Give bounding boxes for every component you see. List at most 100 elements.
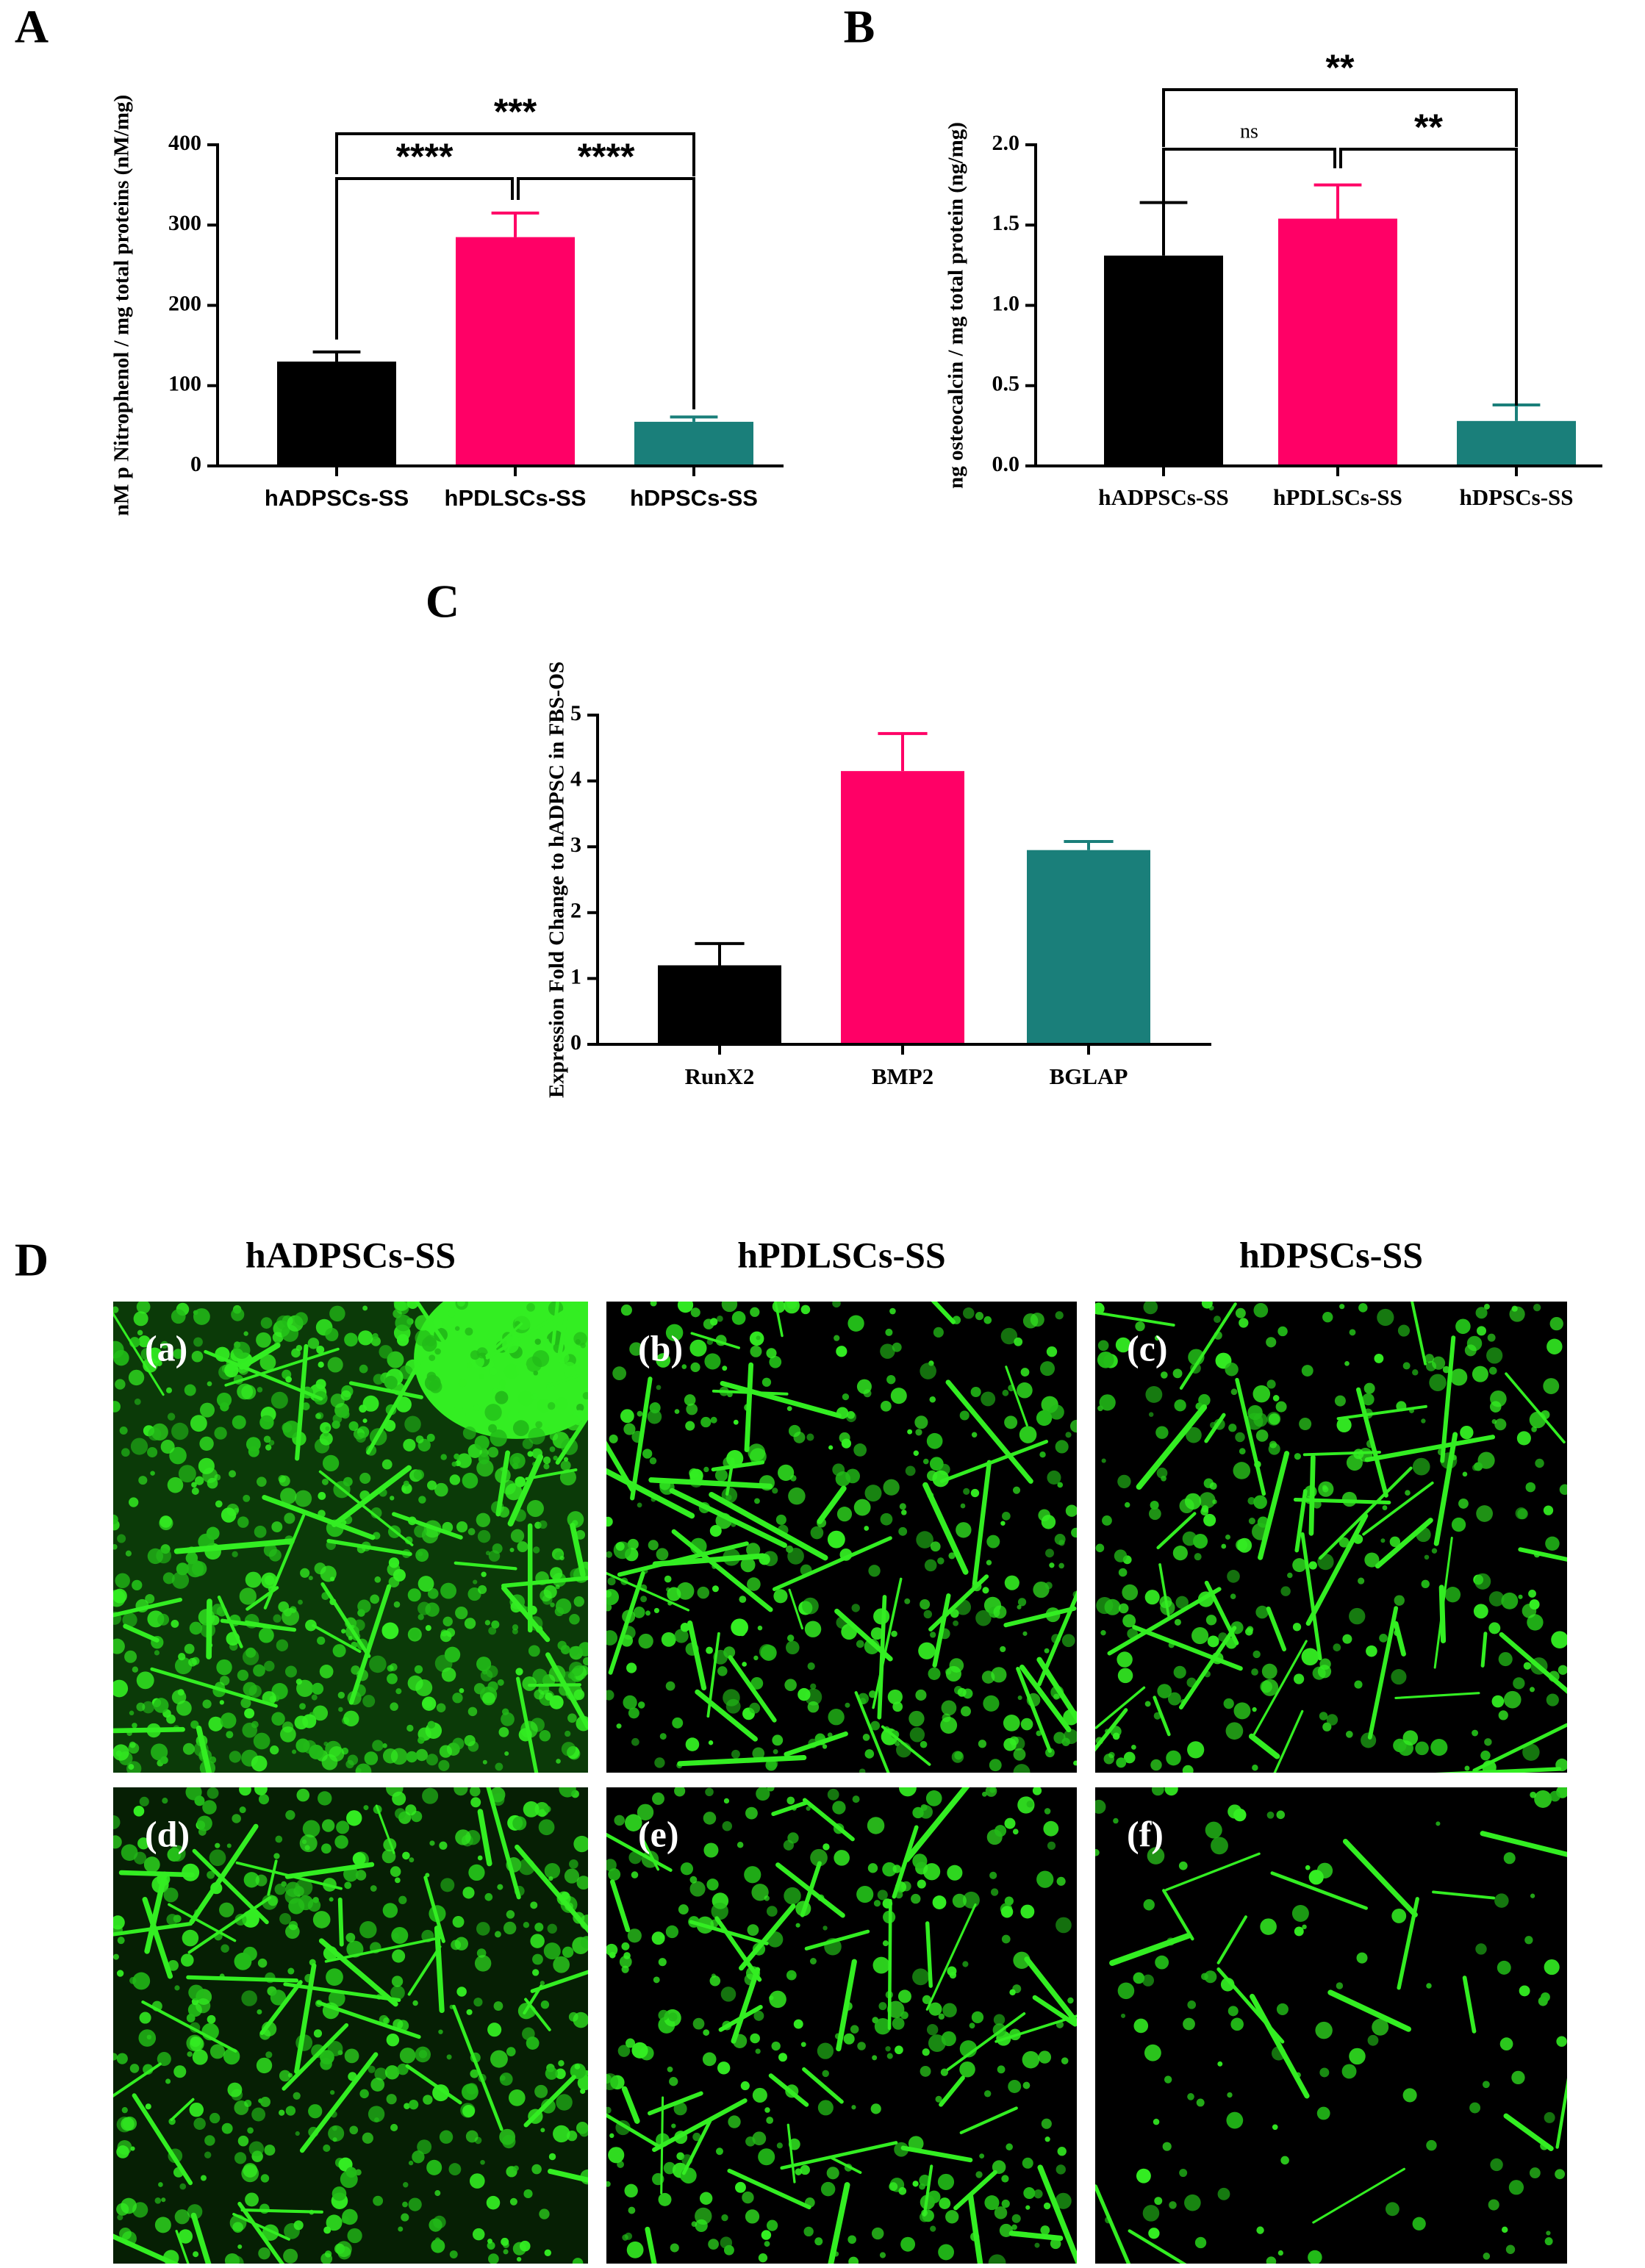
cell: [462, 1472, 479, 1489]
cell: [1001, 1512, 1011, 1521]
cell-process: [556, 1302, 571, 1360]
cell: [248, 1446, 259, 1457]
cell: [1272, 2124, 1278, 2131]
cell: [354, 1619, 365, 1631]
cell: [1239, 1318, 1249, 1328]
cell: [1345, 1730, 1353, 1738]
cell: [1277, 1326, 1288, 1337]
cell: [631, 2042, 648, 2059]
cell: [872, 1956, 890, 1974]
cell: [621, 1942, 630, 1951]
cell: [482, 1692, 495, 1706]
cell-process: [1156, 1512, 1197, 1550]
cell: [1056, 2164, 1066, 2175]
cell: [674, 1787, 686, 1797]
cell: [856, 1640, 864, 1648]
cell: [1118, 1568, 1128, 1577]
cell: [220, 1402, 229, 1412]
cell: [1130, 1744, 1136, 1750]
cell: [1451, 1517, 1466, 1532]
cell: [1020, 1904, 1035, 1919]
cell: [1022, 2050, 1040, 2069]
cell: [1011, 2224, 1017, 2231]
cell: [530, 1901, 538, 1909]
cell: [226, 1843, 232, 1848]
cell: [692, 2132, 701, 2142]
cell: [468, 1864, 485, 1881]
cell-process: [804, 1929, 870, 1951]
cell: [282, 1607, 300, 1626]
cell: [911, 1893, 921, 1904]
cell: [239, 1806, 246, 1814]
cell: [395, 1808, 406, 1820]
cell: [296, 1788, 310, 1802]
cell: [294, 1312, 308, 1326]
cell: [1464, 1765, 1470, 1771]
cell-process: [1440, 1335, 1456, 1463]
cell: [1228, 1804, 1242, 1819]
cell: [168, 1959, 179, 1971]
cell: [975, 1610, 992, 1626]
cell: [697, 1586, 710, 1599]
cell-process: [485, 1302, 579, 1360]
cell-process: [326, 1538, 412, 1557]
cell: [492, 1543, 503, 1554]
cell: [320, 2058, 332, 2070]
cell: [843, 2033, 855, 2045]
cell: [1494, 1418, 1507, 1431]
cell: [215, 1842, 221, 1848]
cell: [784, 1679, 797, 1691]
cell: [1266, 1379, 1276, 1389]
cell: [856, 1379, 872, 1394]
cell-process: [294, 1963, 317, 2075]
cell: [486, 2195, 501, 2210]
cell: [321, 1478, 329, 1485]
cell: [318, 1491, 326, 1500]
cell: [355, 1870, 367, 1881]
cell: [308, 1576, 313, 1581]
cell: [207, 1787, 219, 1799]
cell: [1227, 1570, 1240, 1583]
cell: [136, 1671, 154, 1690]
cell: [495, 1762, 503, 1771]
cell: [1004, 1817, 1016, 1829]
cell: [629, 1342, 643, 1356]
cell-process: [1393, 1621, 1406, 1657]
cell: [184, 1384, 196, 1396]
cell: [1308, 2250, 1322, 2264]
cell: [889, 1307, 896, 1315]
cell: [870, 1720, 881, 1731]
cell: [1275, 1401, 1287, 1413]
cell: [1053, 1731, 1066, 1744]
cell: [582, 1657, 588, 1666]
cell: [359, 2089, 369, 2099]
cell: [309, 1744, 324, 1759]
cell: [750, 1307, 760, 1317]
cell: [391, 1926, 409, 1944]
cell-process: [1336, 1404, 1427, 1421]
image-label: (c): [1127, 1327, 1168, 1368]
cell-process: [892, 1825, 919, 1899]
cell: [284, 1512, 295, 1524]
cell: [562, 1946, 574, 1958]
cell: [1367, 2034, 1379, 2046]
cell: [851, 1604, 860, 1612]
cell: [423, 2095, 433, 2105]
cell: [319, 1432, 333, 1446]
cell: [793, 1431, 806, 1443]
cell: [157, 2052, 171, 2067]
cell: [138, 1476, 148, 1485]
cell: [1217, 2187, 1230, 2200]
cell: [928, 1667, 941, 1680]
cell: [706, 1646, 713, 1654]
cell: [807, 1701, 820, 1713]
cell: [852, 1795, 860, 1804]
cell: [519, 2240, 531, 2252]
cell: [962, 1307, 975, 1319]
cell: [708, 1740, 714, 1745]
cell: [1065, 1432, 1072, 1438]
cell: [864, 1485, 882, 1502]
cell-process: [932, 1593, 951, 1668]
cell: [1362, 1393, 1375, 1406]
cell: [1144, 2044, 1161, 2061]
